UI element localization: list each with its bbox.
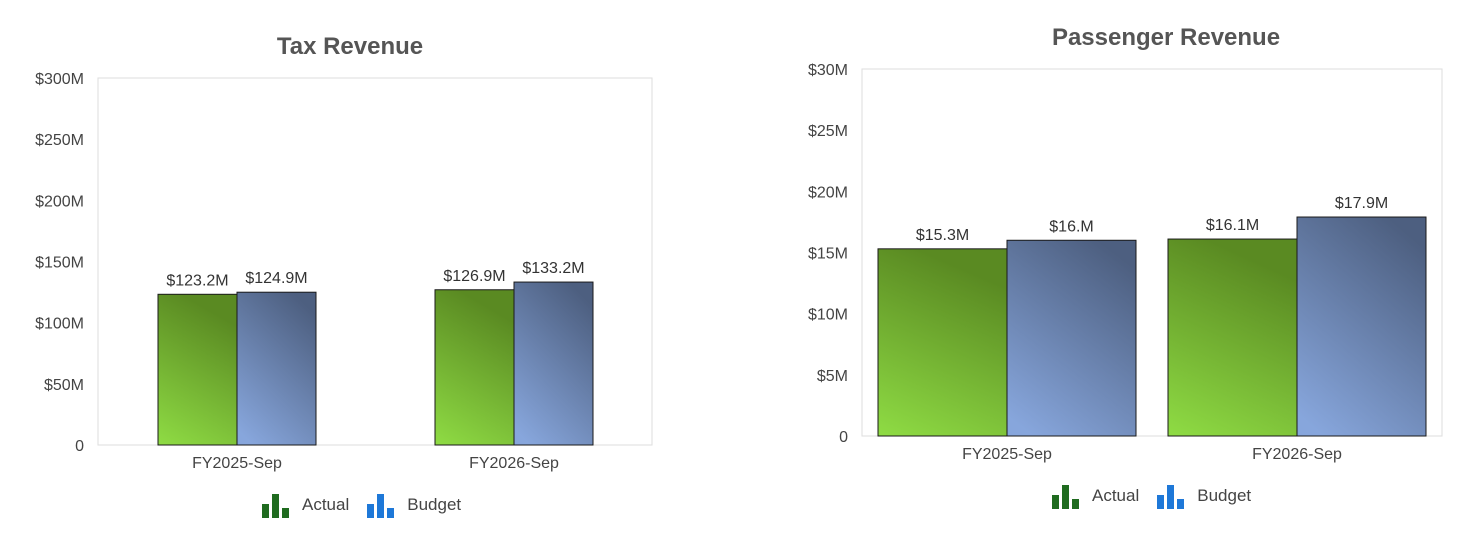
y-tick-label: $50M — [44, 377, 84, 394]
bar-budget[interactable] — [236, 291, 317, 446]
legend-label-budget: Budget — [1197, 486, 1252, 505]
chart-legend: Actual Budget — [1052, 483, 1269, 509]
data-label: $124.9M — [245, 270, 307, 287]
actual-bars-icon — [1052, 485, 1079, 509]
legend-item-budget[interactable]: Budget — [1157, 483, 1251, 509]
tax-revenue-plot: 0 $50M $100M $150M $200M $250M $300M $123.2M $12… — [35, 71, 653, 472]
data-label: $126.9M — [443, 268, 505, 285]
passenger-revenue-chart: Passenger Revenue 0 $5M $10M $15M $20M $25M $3… — [734, 0, 1469, 535]
tax-revenue-chart: Tax Revenue 0 $50M $100M $150M $200M $250M $30… — [0, 0, 734, 535]
legend-label-actual: Actual — [302, 495, 350, 514]
chart-title: Passenger Revenue — [1051, 24, 1281, 51]
actual-bars-icon — [262, 494, 289, 518]
bar-actual[interactable] — [434, 289, 515, 446]
data-label: $133.2M — [522, 260, 584, 277]
y-tick-label: $25M — [808, 123, 848, 140]
bar-actual[interactable] — [1167, 238, 1298, 437]
legend-item-actual[interactable]: Actual — [1052, 483, 1139, 509]
y-tick-label: $30M — [808, 62, 848, 79]
y-tick-label: 0 — [839, 429, 848, 446]
data-label: $16.1M — [1206, 217, 1259, 234]
bar-budget[interactable] — [1296, 216, 1427, 437]
y-tick-label: $20M — [808, 184, 848, 201]
budget-bars-icon — [1157, 485, 1185, 509]
y-tick-label: $10M — [808, 307, 848, 324]
y-tick-label: 0 — [75, 438, 84, 455]
x-tick-label: FY2026-Sep — [469, 455, 559, 472]
bar-budget[interactable] — [513, 281, 594, 446]
y-tick-label: $15M — [808, 246, 848, 263]
legend-item-budget[interactable]: Budget — [367, 492, 461, 518]
data-label: $16.M — [1049, 218, 1093, 235]
y-tick-label: $250M — [35, 132, 84, 149]
bar-budget[interactable] — [1006, 239, 1137, 437]
y-tick-label: $200M — [35, 193, 84, 210]
x-tick-label: FY2026-Sep — [1252, 446, 1342, 463]
data-label: $15.3M — [916, 227, 969, 244]
data-label: $17.9M — [1335, 195, 1388, 212]
legend-label-budget: Budget — [407, 495, 462, 514]
budget-bars-icon — [367, 494, 395, 518]
y-tick-label: $100M — [35, 316, 84, 333]
passenger-revenue-plot: 0 $5M $10M $15M $20M $25M $30M $15.3M $16.M FY202… — [808, 62, 1443, 463]
data-label: $123.2M — [166, 272, 228, 289]
y-tick-label: $150M — [35, 255, 84, 272]
x-tick-label: FY2025-Sep — [962, 446, 1052, 463]
legend-label-actual: Actual — [1092, 486, 1140, 505]
bar-actual[interactable] — [157, 293, 238, 446]
x-tick-label: FY2025-Sep — [192, 455, 282, 472]
chart-legend: Actual Budget — [262, 492, 479, 518]
y-tick-label: $5M — [817, 368, 848, 385]
bar-actual[interactable] — [877, 248, 1008, 437]
y-tick-label: $300M — [35, 71, 84, 88]
legend-item-actual[interactable]: Actual — [262, 492, 349, 518]
chart-title: Tax Revenue — [276, 33, 424, 60]
